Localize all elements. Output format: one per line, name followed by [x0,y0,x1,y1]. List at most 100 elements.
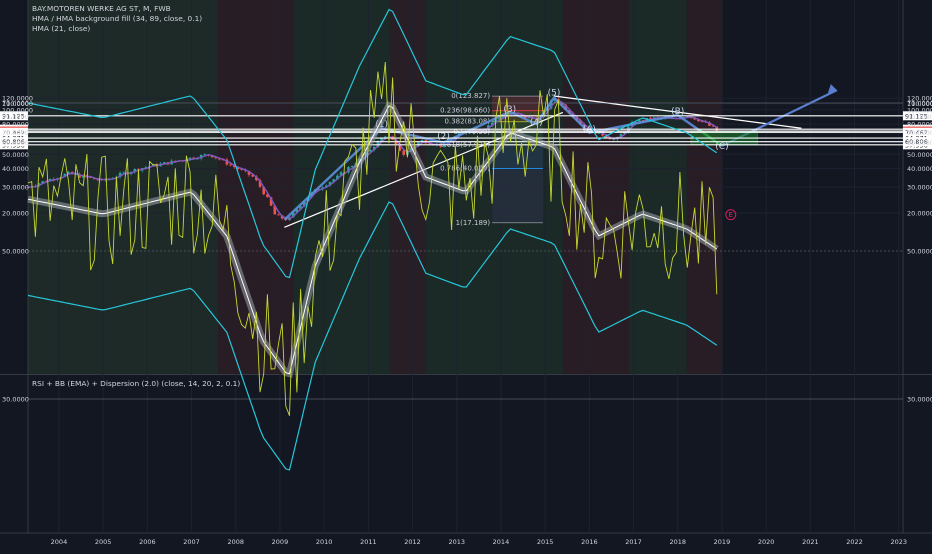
price-axis-label-left: 50.0000 [2,151,29,159]
time-axis-label: 2007 [183,538,200,546]
candle-body [203,154,207,156]
rsi-basis-line [27,105,718,375]
candle-body [332,179,336,182]
time-axis-label: 2021 [802,538,819,546]
candle-body [41,181,45,184]
candle-body [336,175,339,180]
candle-body [214,157,218,159]
candle-body [236,167,240,170]
rsi-axis-label-left: 30.0000 [2,396,29,404]
horizontal-levels: 91.12591.12573.96273.96271.80071.80070.4… [0,111,932,150]
candle-body [133,168,137,173]
candle-body [417,142,420,147]
candle-body [428,143,431,145]
indicator-hma-label[interactable]: HMA (21, close) [32,24,91,33]
level-tag [903,137,932,147]
price-axis-label-left: 60.0000 [2,139,29,147]
fib-zone [492,168,543,223]
symbol-title[interactable]: BAY.MOTOREN WERKE AG ST, M, FWB [32,4,171,13]
candle-body [258,180,262,187]
level-tag-text: 91.125 [905,112,928,120]
candle-body [26,187,30,188]
candle-body [383,136,387,139]
wave-label: (C) [715,142,728,152]
rsi-upper-band [27,8,718,279]
time-axis-label: 2016 [581,538,598,546]
candle-body [162,162,166,164]
candle-body [295,209,299,213]
time-axis-label: 2010 [316,538,333,546]
candle-body [446,142,450,144]
candle-body [89,177,92,178]
candle-body [266,194,269,198]
price-axis-label-right: 30.0000 [907,184,932,192]
level-tag [0,127,28,137]
time-axis-label: 2022 [846,538,863,546]
candle-body [376,140,380,147]
candle-body [251,174,254,177]
rsi-indicator-label[interactable]: RSI + BB (EMA) + Dispersion (2.0) (close… [32,379,241,388]
time-axis-label: 2023 [890,538,907,546]
candle-body [325,185,328,188]
event-marker-icon [725,209,737,221]
candle-body [708,122,711,126]
time-axis-label: 2006 [139,538,156,546]
candle-body [81,175,85,178]
candle-body [487,125,490,129]
time-axis-label: 2014 [493,538,510,546]
price-axis-label-right: 90.0000 [907,113,932,121]
candle-body [122,172,126,174]
rsi-line [27,61,718,416]
time-axis-label: 2018 [669,538,686,546]
candle-body [225,159,229,165]
fib-level-label: 0.236(98.660) [440,107,490,115]
price-axis-label-right: 70.0000 [907,129,932,137]
price-axis-label-right: 100.0000 [907,106,932,114]
price-axis-label-left: 30.0000 [2,184,29,192]
price-axis-label-left: 20.0000 [2,210,29,218]
candle-body [299,206,302,210]
price-axis-label-left: 90.0000 [2,113,29,121]
candle-body [328,181,332,186]
candle-body [612,139,615,141]
event-marker-text: E [729,211,733,219]
time-axis-label: 2008 [227,538,244,546]
candle-body [490,122,494,126]
candle-body [67,171,70,174]
candle-body [240,169,243,170]
candle-body [468,132,472,134]
candle-body [715,126,719,131]
candle-body [619,134,623,138]
time-axis-label: 2004 [51,538,68,546]
candle-body [564,104,568,111]
candle-body [144,167,148,169]
price-axis-label-left: 80.0000 [2,121,29,129]
fib-level-label: 0.786(40.009) [440,165,490,173]
candle-body [350,165,354,168]
candle-body [420,140,424,143]
fib-level-label: 0(123.827) [451,92,490,100]
indicator-hma-fill-label[interactable]: HMA / HMA background fill (34, 89, close… [32,14,203,23]
time-axis-label: 2011 [360,538,377,546]
candle-body [549,100,553,109]
price-axis-label-right: 120.0000 [907,95,932,103]
rsi-axis-label-left: 70.0000 [2,100,29,108]
price-axis-label-left: 120.0000 [2,95,33,103]
price-axis-label-left: 40.0000 [2,165,29,173]
candle-body [623,132,626,135]
price-axis-label-left: 100.0000 [2,106,33,114]
fib-level-label: 1(17.189) [456,219,491,227]
level-tag-text: 70.462 [2,129,25,137]
level-tag-text: 91.125 [2,112,25,120]
wave-label: (4) [530,118,543,128]
time-axis-label: 2012 [404,538,421,546]
time-axis-label: 2020 [758,538,775,546]
candle-body [247,170,251,175]
candle-body [262,186,266,195]
level-tag [903,111,932,121]
wave-label: (3) [503,105,516,115]
level-tag [0,137,28,147]
